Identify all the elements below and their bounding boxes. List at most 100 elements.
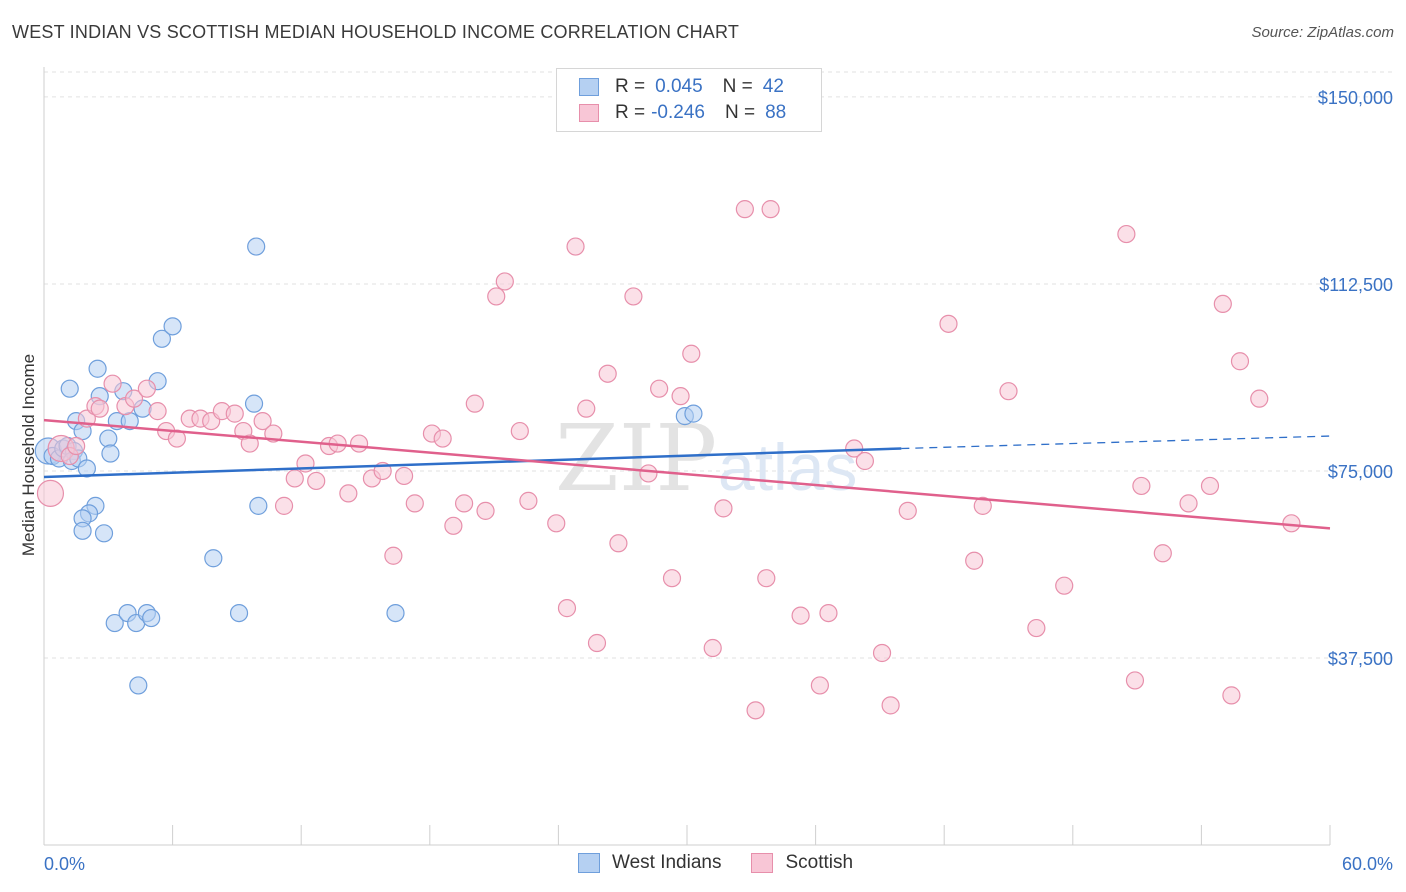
west-indians-point [88, 359, 107, 378]
west-indians-point [247, 237, 266, 256]
scottish-point [735, 200, 754, 219]
scottish-point [1125, 671, 1145, 690]
scottish-point [1117, 224, 1136, 244]
legend-swatch-blue [578, 853, 600, 873]
x-tick-labels: 0.0% 60.0% [44, 854, 1393, 874]
trend-lines [43, 418, 1331, 530]
scottish-point [587, 633, 607, 653]
scottish-point [124, 389, 144, 408]
legend-r-label: R = [615, 102, 646, 123]
legend-n-value: 42 [762, 76, 784, 97]
scottish-point [1230, 352, 1250, 371]
scottish-point [1213, 294, 1232, 313]
scottish-point [1222, 686, 1241, 705]
west-indians-point [204, 549, 223, 568]
scottish-point [898, 501, 917, 520]
scottish-point [349, 434, 369, 453]
legend-item-west-indians: West Indians [578, 852, 721, 874]
y-tick-label: $37,500 [1328, 649, 1393, 669]
scottish-point [855, 451, 874, 471]
scottish-point [845, 439, 864, 458]
watermark-atlas: atlas [718, 430, 857, 504]
west-indians-point [386, 603, 405, 623]
west-indians-point [60, 379, 79, 398]
y-axis-label: Median Household Income [19, 354, 38, 556]
scottish-point [225, 404, 244, 423]
scottish-point [714, 499, 733, 518]
scottish-point [67, 436, 86, 456]
scottish-point [240, 434, 259, 453]
scottish-point [487, 287, 506, 306]
x-tick-label-max: 60.0% [1342, 854, 1393, 874]
scottish-point [810, 676, 829, 695]
scottish-point [90, 399, 109, 418]
west-indians-point [152, 329, 171, 348]
y-tick-label: $112,500 [1319, 275, 1393, 295]
x-tick-label-min: 0.0% [44, 854, 85, 874]
scottish-point [662, 569, 682, 588]
scottish-point [137, 379, 156, 398]
west-indians-point [142, 608, 161, 628]
west-indians-point [244, 394, 264, 413]
scottish-point [746, 701, 765, 720]
scottish-point [444, 516, 463, 535]
scottish-point [476, 501, 495, 520]
scottish-point [1200, 476, 1220, 496]
legend-r-value: 0.045 [655, 76, 703, 97]
y-tick-label: $150,000 [1318, 88, 1393, 108]
west-indians-point [684, 404, 703, 423]
scottish-point [598, 364, 617, 383]
legend-swatch-pink [751, 853, 774, 873]
scottish-point [624, 287, 643, 306]
scottish-point [650, 379, 669, 398]
scottish-point [999, 382, 1018, 401]
legend-swatch-blue [579, 78, 599, 96]
west-indians-point [129, 676, 148, 695]
legend-row-scottish: R = -0.246 N = 88 [579, 101, 792, 125]
scottish-point [495, 272, 514, 291]
legend-n-value: 88 [765, 102, 787, 123]
scottish-point [872, 643, 892, 663]
series-scottish [36, 200, 1301, 720]
west-indians-point [99, 429, 118, 448]
scottish-point [1055, 576, 1074, 595]
grid-lines [44, 71, 1395, 659]
legend-item-scottish: Scottish [751, 852, 853, 874]
scottish-point [36, 479, 65, 508]
scottish-point [965, 551, 984, 570]
scottish-point [566, 237, 585, 256]
scottish-point [703, 638, 722, 658]
legend-swatch-pink [579, 104, 599, 122]
scottish-point [639, 464, 658, 483]
west-indians-point [249, 496, 268, 515]
west-indians-point [77, 459, 96, 478]
scottish-trend-line [43, 418, 1331, 530]
scottish-point [547, 514, 566, 533]
scottish-point [757, 569, 776, 588]
legend-n-label: N = [722, 76, 753, 97]
scottish-point [148, 402, 167, 421]
y-tick-labels: $37,500 $75,000 $112,500 $150,000 [1318, 88, 1393, 669]
legend-r-label: R = [615, 76, 646, 97]
west-indians-point [94, 524, 114, 543]
y-tick-label: $75,000 [1328, 462, 1393, 482]
scottish-point [791, 606, 810, 625]
scottish-point [454, 494, 474, 513]
scottish-point [339, 484, 358, 503]
scottish-point [1132, 476, 1151, 496]
stats-legend: R = 0.045 N = 42 R = -0.246 N = 88 [556, 68, 822, 132]
west-indians-point [101, 444, 120, 463]
west-indians-trend-line [43, 447, 902, 479]
legend-n-label: N = [724, 102, 756, 123]
scottish-point [394, 466, 414, 486]
scottish-point [1027, 618, 1046, 638]
scottish-point [307, 471, 326, 491]
scottish-point [465, 394, 484, 413]
scottish-point [433, 429, 452, 448]
legend-r-value: -0.246 [651, 102, 705, 123]
west-indians-point [105, 613, 124, 633]
west-indians-point [229, 603, 249, 623]
scottish-point [510, 421, 529, 441]
source-credit: Source: ZipAtlas.com [1251, 24, 1394, 41]
